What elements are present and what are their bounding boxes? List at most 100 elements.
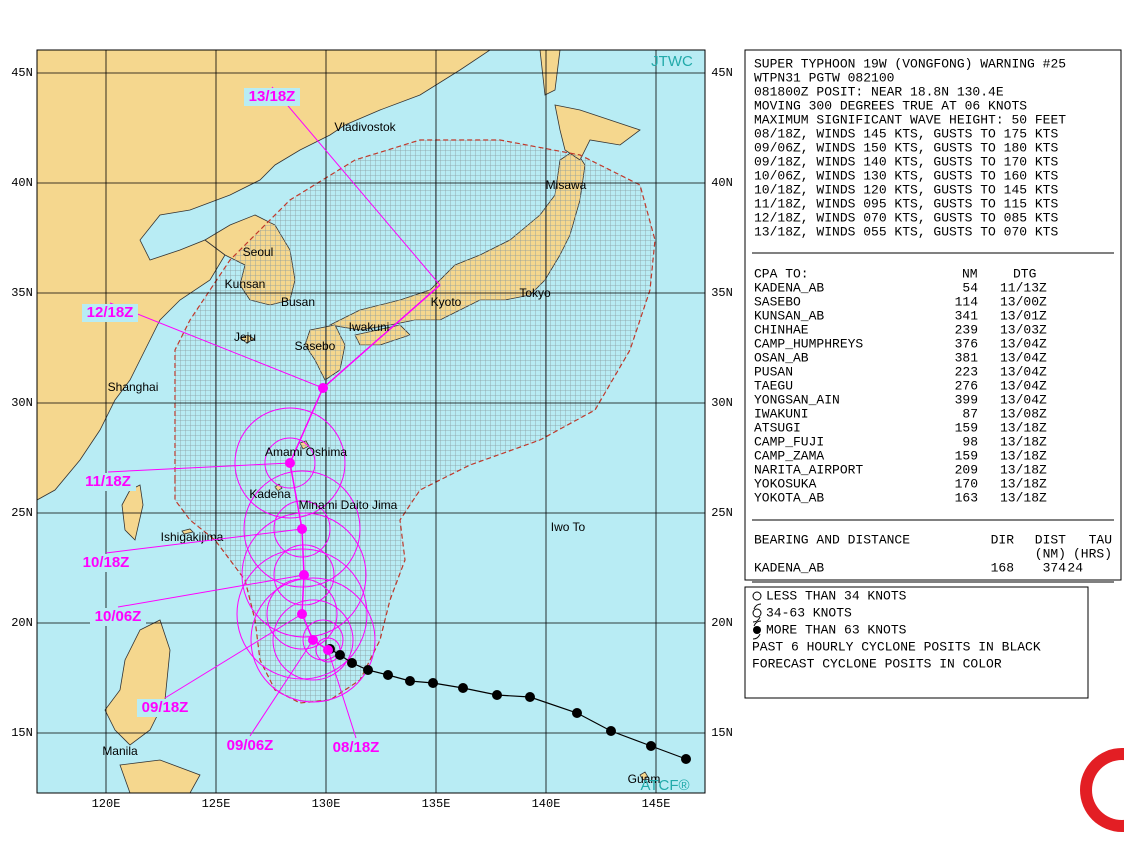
cpa-nm: 170 <box>955 476 978 491</box>
bearing-subheader: (HRS) <box>1073 546 1112 561</box>
label-bg <box>78 554 134 572</box>
warning-line: 10/06Z, WINDS 130 KTS, GUSTS TO 160 KTS <box>754 168 1058 183</box>
cpa-nm: 341 <box>955 308 979 323</box>
legend-item: LESS THAN 34 KNOTS <box>766 588 907 603</box>
place-name: Kunsan <box>225 277 266 291</box>
cpa-nm: 159 <box>955 420 978 435</box>
place-name: Jeju <box>234 330 256 344</box>
place-name: Iwakuni <box>349 320 390 334</box>
forecast-posit <box>323 645 333 655</box>
bearing-header: DIST <box>1035 532 1066 547</box>
place-name: Seoul <box>243 245 274 259</box>
cpa-dtg: 13/01Z <box>1000 308 1047 323</box>
forecast-label: 08/18Z <box>333 739 380 756</box>
warning-line: 08/18Z, WINDS 145 KTS, GUSTS TO 175 KTS <box>754 126 1058 141</box>
leader-line <box>327 649 357 739</box>
leader-line <box>117 574 305 608</box>
label-bg <box>244 88 300 106</box>
legend-symbols <box>752 591 762 640</box>
bearing-value: 168 <box>991 560 1014 575</box>
warning-line: WTPN31 PGTW 082100 <box>754 70 894 85</box>
bearing-value: 24 <box>1067 560 1083 575</box>
past-posits <box>325 644 691 764</box>
forecast-label: 10/06Z <box>95 608 142 625</box>
lat-label: 35N <box>11 286 33 300</box>
cpa-name: CHINHAE <box>754 322 809 337</box>
info-panel <box>744 49 1122 581</box>
label-bg <box>328 739 384 757</box>
forecast-label: 13/18Z <box>249 88 296 105</box>
bearing-value: 374 <box>1043 560 1067 575</box>
lat-label: 20N <box>711 616 733 630</box>
lon-label: 120E <box>92 797 121 811</box>
cpa-nm: 223 <box>955 364 978 379</box>
cpa-name: CAMP_HUMPHREYS <box>754 336 863 351</box>
bearing-title: BEARING AND DISTANCE <box>754 532 910 547</box>
cpa-dtg: 13/18Z <box>1000 420 1047 435</box>
cpa-dtg: 13/18Z <box>1000 462 1047 477</box>
cpa-dtg: 11/13Z <box>1000 280 1047 295</box>
forecast-posit <box>297 524 307 534</box>
forecast-posit <box>318 383 328 393</box>
leader-line <box>249 639 314 737</box>
leader-line <box>164 613 303 699</box>
cpa-dtg: 13/18Z <box>1000 476 1047 491</box>
legend-note: FORECAST CYCLONE POSITS IN COLOR <box>752 656 1002 671</box>
forecast-label: 11/18Z <box>85 473 131 490</box>
cpa-dtg: 13/08Z <box>1000 406 1047 421</box>
bearing-header: TAU <box>1089 532 1112 547</box>
cpa-dtg: 13/04Z <box>1000 336 1047 351</box>
wind-radii <box>234 407 376 703</box>
label-bg <box>222 737 278 755</box>
label-bg <box>90 608 146 626</box>
cpa-name: CAMP_FUJI <box>754 434 824 449</box>
lon-label: 145E <box>642 797 671 811</box>
cpa-name: YOKOTA_AB <box>754 490 824 505</box>
place-name: Busan <box>281 295 315 309</box>
cpa-name: YOKOSUKA <box>754 476 817 491</box>
cpa-nm: 159 <box>955 448 978 463</box>
bearing-subheader: (NM) <box>1035 546 1066 561</box>
lat-label: 45N <box>711 66 733 80</box>
lat-label: 15N <box>711 726 733 740</box>
legend-item: MORE THAN 63 KNOTS <box>766 622 907 637</box>
leader-line <box>109 302 324 389</box>
forecast-posit <box>299 570 309 580</box>
place-name: Manila <box>102 744 138 758</box>
cpa-dtg: 13/04Z <box>1000 378 1047 393</box>
lat-label: 35N <box>711 286 733 300</box>
map: Vladivostok Misawa Seoul Kunsan Busan Kyoto To… <box>37 50 705 794</box>
cpa-name: ATSUGI <box>754 420 801 435</box>
cpa-nm: 376 <box>955 336 978 351</box>
cpa-header: DTG <box>1013 266 1036 281</box>
cpa-name: OSAN_AB <box>754 350 809 365</box>
warning-line: 09/06Z, WINDS 150 KTS, GUSTS TO 180 KTS <box>754 140 1058 155</box>
cpa-dtg: 13/18Z <box>1000 448 1047 463</box>
cpa-name: KUNSAN_AB <box>754 308 824 323</box>
cpa-header: CPA TO: <box>754 266 809 281</box>
forecast-label: 12/18Z <box>87 304 134 321</box>
cpa-dtg: 13/00Z <box>1000 294 1047 309</box>
legend-note: PAST 6 HOURLY CYCLONE POSITS IN BLACK <box>752 639 1041 654</box>
cpa-dtg: 13/04Z <box>1000 364 1047 379</box>
cpa-name: YONGSAN_AIN <box>754 392 840 407</box>
cpa-dtg: 13/04Z <box>1000 350 1047 365</box>
warning-line: MOVING 300 DEGREES TRUE AT 06 KNOTS <box>754 98 1027 113</box>
cpa-header: NM <box>962 266 978 281</box>
cpa-dtg: 13/18Z <box>1000 490 1047 505</box>
atcf-tag: ATCF® <box>640 777 689 794</box>
logo-inner <box>1092 760 1124 820</box>
warning-line: 13/18Z, WINDS 055 KTS, GUSTS TO 070 KTS <box>754 224 1058 239</box>
cpa-nm: 239 <box>955 322 978 337</box>
cpa-nm: 381 <box>955 350 979 365</box>
lat-label: 45N <box>11 66 33 80</box>
forecast-posit <box>308 635 318 645</box>
label-bg <box>137 699 193 717</box>
place-name: Kadena <box>249 487 291 501</box>
place-name: Misawa <box>546 178 587 192</box>
lat-label: 30N <box>711 396 733 410</box>
cpa-nm: 163 <box>955 490 978 505</box>
warning-line: MAXIMUM SIGNIFICANT WAVE HEIGHT: 50 FEET <box>754 112 1066 127</box>
